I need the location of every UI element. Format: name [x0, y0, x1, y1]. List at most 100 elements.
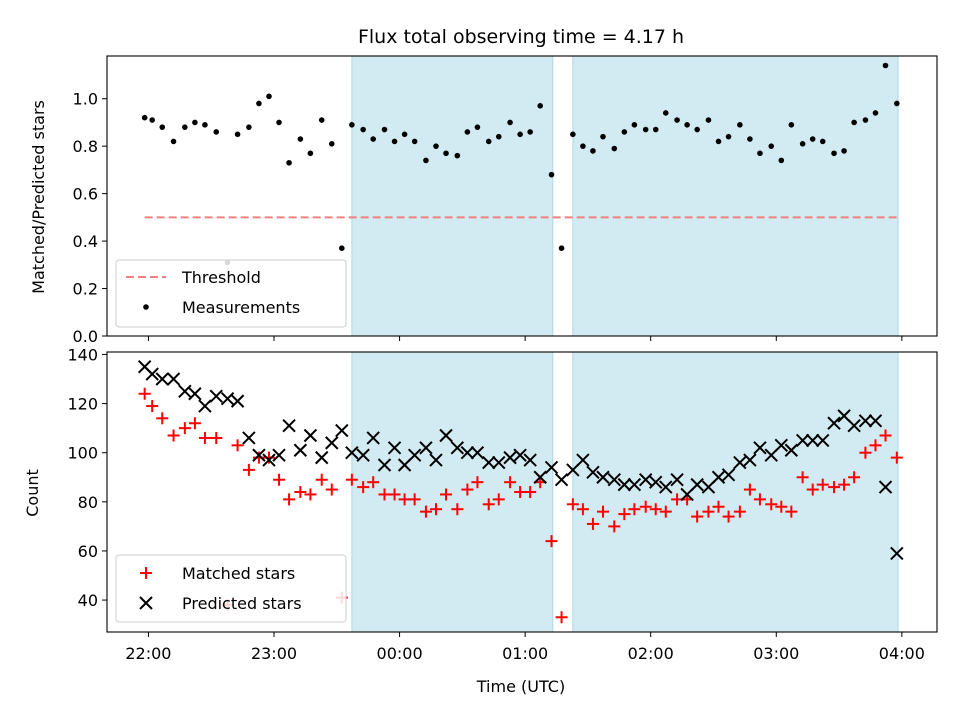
matched-star-point: [315, 473, 328, 486]
predicted-star-point: [711, 470, 726, 484]
x-stroke-b: [282, 418, 296, 433]
legend-measurements-label: Measurements: [182, 298, 300, 317]
matched-star-point: [712, 500, 725, 513]
x-stroke-b: [460, 445, 475, 460]
measurement-point: [621, 129, 628, 135]
measurement-point: [642, 126, 649, 133]
measurement-point: [841, 148, 847, 154]
predicted-star-point: [429, 453, 443, 467]
matched-star-point: [146, 400, 159, 413]
matched-star-point: [408, 493, 421, 506]
matched-star-point: [304, 488, 317, 501]
matched-star-point: [167, 429, 180, 442]
matched-star-point: [555, 611, 568, 624]
predicted-star-point: [282, 418, 296, 433]
predicted-star-point: [155, 372, 169, 386]
predicted-star-point: [670, 473, 684, 487]
x-stroke-b: [690, 477, 704, 492]
legend-predicted-swatch: [139, 596, 153, 610]
y-tick-label: 0.6: [73, 185, 98, 204]
predicted-star-point: [262, 453, 276, 467]
measurement-point: [141, 114, 148, 121]
x-stroke-b: [743, 453, 757, 467]
x-stroke-b: [753, 441, 767, 455]
predicted-star-point: [890, 546, 904, 561]
matched-star-point: [639, 500, 652, 513]
measurement-point: [600, 133, 606, 140]
y-tick-label: 100: [67, 444, 98, 463]
x-stroke-b: [137, 360, 152, 374]
measurement-point: [454, 152, 461, 159]
x-axis-label: Time (UTC): [476, 677, 565, 696]
predicted-star-point: [178, 384, 192, 399]
x-stroke-b: [513, 448, 527, 462]
predicted-star-point: [503, 450, 517, 465]
measurement-point: [862, 117, 869, 123]
predicted-star-point: [784, 443, 799, 457]
bottom-highlight-spans: [351, 351, 899, 633]
matched-star-point: [514, 486, 527, 498]
matched-star-point: [471, 476, 484, 489]
matched-star-point: [828, 481, 841, 494]
matched-star-point: [545, 535, 558, 548]
x-stroke-b: [272, 448, 286, 462]
matched-star-point: [848, 471, 861, 484]
matched-star-point: [733, 505, 746, 518]
x-stroke-b: [139, 596, 153, 610]
measurement-point: [558, 245, 565, 252]
x-stroke-b: [198, 399, 212, 413]
predicted-star-point: [523, 453, 537, 467]
measurement-point: [266, 93, 272, 100]
matched-star-point: [765, 498, 778, 511]
predicted-star-point: [145, 367, 159, 381]
matched-star-point: [869, 439, 882, 452]
measurement-point: [737, 122, 743, 128]
matched-star-point: [806, 483, 819, 496]
predicted-star-point: [325, 436, 339, 450]
measurement-point: [715, 138, 722, 145]
measurement-point: [170, 138, 177, 145]
matched-star-point: [188, 417, 201, 430]
predicted-star-point: [816, 433, 830, 448]
matched-star-point: [524, 486, 537, 498]
measurement-point: [662, 110, 669, 116]
predicted-star-point: [554, 473, 569, 487]
predicted-star-point: [659, 480, 673, 494]
x-stroke-b: [145, 367, 159, 381]
measurement-point: [705, 117, 712, 123]
y-tick-label: 0.8: [73, 137, 98, 156]
x-stroke-b: [670, 473, 684, 487]
matched-star-point: [838, 478, 851, 491]
predicted-star-point: [878, 480, 893, 494]
measurement-point: [788, 122, 795, 128]
legend-measurements-swatch: [143, 304, 149, 310]
predicted-star-point: [293, 443, 308, 457]
highlight-span: [351, 55, 554, 337]
predicted-star-point: [220, 391, 235, 406]
top-data-layer: [141, 62, 900, 266]
predicted-star-point: [721, 468, 736, 482]
measurement-point: [778, 157, 785, 164]
x-stroke-b: [544, 460, 559, 475]
matched-star-point: [294, 486, 307, 498]
x-stroke-b: [827, 416, 841, 430]
matched-star-point: [722, 510, 735, 523]
x-stroke-b: [858, 414, 873, 428]
x-tick-label: 22:00: [125, 644, 171, 663]
measurement-point: [485, 138, 492, 145]
measurement-point: [276, 119, 282, 126]
x-stroke-b: [470, 445, 485, 460]
legend-predicted-label: Predicted stars: [182, 594, 302, 613]
x-stroke-b: [335, 423, 349, 438]
predicted-star-point: [733, 455, 747, 470]
matched-star-point: [628, 503, 641, 516]
highlight-span: [572, 351, 899, 633]
measurement-point: [872, 110, 879, 116]
x-tick-label: 00:00: [377, 644, 423, 663]
top-axes: 0.0 0.2 0.4 0.6 0.8 1.0: [73, 55, 938, 346]
predicted-star-point: [586, 465, 600, 480]
matched-star-point: [785, 505, 798, 518]
measurement-point: [202, 122, 208, 128]
x-stroke-b: [878, 480, 893, 494]
matched-star-point: [816, 478, 829, 491]
